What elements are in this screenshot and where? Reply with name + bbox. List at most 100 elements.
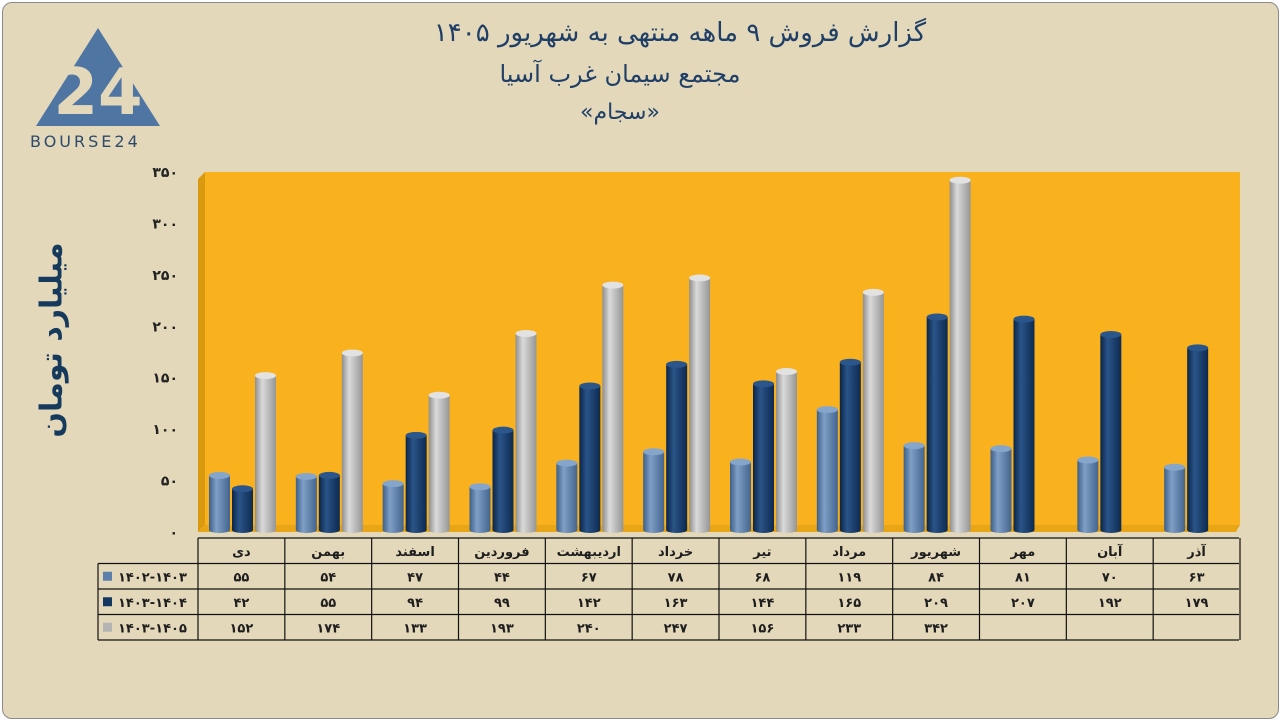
bar-base [295, 527, 317, 533]
data-label: ۲۰۹ [924, 596, 948, 611]
bar-body [949, 180, 971, 530]
bar-top [232, 485, 253, 493]
bar [862, 288, 884, 533]
bar-body [839, 362, 861, 530]
x-tick-label: دی [232, 545, 251, 560]
x-tick-label: شهریور [910, 545, 961, 560]
bar-top [295, 472, 317, 480]
x-tick-label: آذر [1186, 543, 1206, 560]
bar-base [579, 527, 601, 533]
bar-top [1187, 344, 1209, 352]
bar [903, 442, 925, 533]
bar-body [730, 462, 751, 530]
bar-body [515, 333, 537, 530]
x-tick-label: فروردین [474, 545, 529, 560]
bar-top [903, 442, 925, 450]
data-label: ۲۳۳ [837, 621, 861, 636]
bar-top [209, 471, 230, 479]
data-label: ۷۰ [1102, 570, 1118, 585]
bar-base [862, 527, 884, 533]
y-tick-label: ۳۰۰ [152, 216, 178, 232]
x-tick-label: خرداد [658, 545, 693, 560]
bar-body [318, 475, 340, 530]
bar-base [341, 527, 363, 533]
legend-swatch [103, 622, 112, 632]
x-tick-label: اسفند [395, 545, 434, 560]
y-tick-label: ۱۵۰ [152, 371, 178, 387]
bar-top [341, 349, 363, 357]
bar [492, 426, 514, 533]
bar [1077, 456, 1099, 533]
data-label: ۹۴ [407, 596, 423, 611]
data-label: ۵۴ [320, 570, 336, 585]
x-tick-label: آبان [1097, 543, 1123, 560]
bar-top [405, 431, 427, 439]
bar [579, 382, 601, 533]
x-tick-label: تیر [752, 545, 771, 560]
data-label: ۱۵۶ [751, 621, 775, 636]
bar [209, 471, 230, 533]
plot-area [205, 172, 1240, 525]
data-label: ۱۱۹ [837, 570, 861, 585]
data-label: ۴۷ [407, 570, 423, 585]
bar-top [382, 480, 404, 488]
bar-body [295, 476, 317, 530]
data-label: ۱۶۳ [664, 596, 688, 611]
bar-base [602, 527, 624, 533]
bar-base [255, 527, 276, 533]
legend-label: ۱۴۰۳-۱۴۰۵ [118, 621, 187, 636]
bar-top [255, 372, 276, 380]
bar-base [1164, 527, 1186, 533]
bar-body [1013, 319, 1035, 530]
bar-top [949, 176, 971, 184]
ticker-symbol: «سجام» [580, 100, 660, 125]
bar [753, 380, 774, 533]
bar-top [318, 471, 340, 479]
data-label: ۱۴۴ [751, 596, 775, 611]
bar [816, 406, 838, 533]
bar-base [1100, 527, 1122, 533]
bar [232, 485, 253, 533]
x-tick-label: بهمن [311, 545, 345, 560]
data-label: ۱۷۴ [316, 621, 340, 636]
bar-top [492, 426, 514, 434]
bar-body [579, 385, 601, 530]
bar-top [1077, 456, 1099, 464]
bar-top [556, 459, 578, 467]
bar [666, 360, 688, 533]
bar-top [839, 358, 861, 366]
data-label: ۱۶۵ [837, 596, 861, 611]
bar [926, 313, 948, 533]
x-tick-label: مرداد [832, 545, 866, 560]
bar-body [776, 371, 797, 530]
bar-body [405, 435, 427, 530]
bar [318, 471, 340, 533]
bar-base [990, 527, 1012, 533]
legend-label: ۱۴۰۲-۱۴۰۳ [118, 570, 187, 585]
bar-base [405, 527, 427, 533]
bar-body [382, 483, 404, 530]
data-label: ۲۴۰ [577, 621, 601, 636]
bar [382, 480, 404, 533]
bar-base [643, 527, 665, 533]
bar [1164, 463, 1186, 533]
bar-base [232, 527, 253, 533]
bar-top [990, 445, 1012, 453]
bar-base [428, 527, 450, 533]
bar [556, 459, 578, 533]
bar-base [492, 527, 514, 533]
bar-top [1164, 463, 1186, 471]
bar-top [602, 281, 624, 289]
logo-wordmark: BOURSE24 [30, 132, 141, 151]
bar-base [816, 527, 838, 533]
data-label: ۲۴۷ [664, 621, 688, 636]
bar-body [556, 463, 578, 530]
bar [515, 329, 537, 533]
legend-swatch [103, 571, 112, 581]
bar-body [469, 486, 491, 530]
bar-body [903, 445, 925, 530]
data-label: ۲۰۷ [1011, 596, 1035, 611]
bar-body [862, 292, 884, 530]
bar-top [1100, 331, 1122, 339]
data-label: ۶۷ [581, 570, 597, 585]
